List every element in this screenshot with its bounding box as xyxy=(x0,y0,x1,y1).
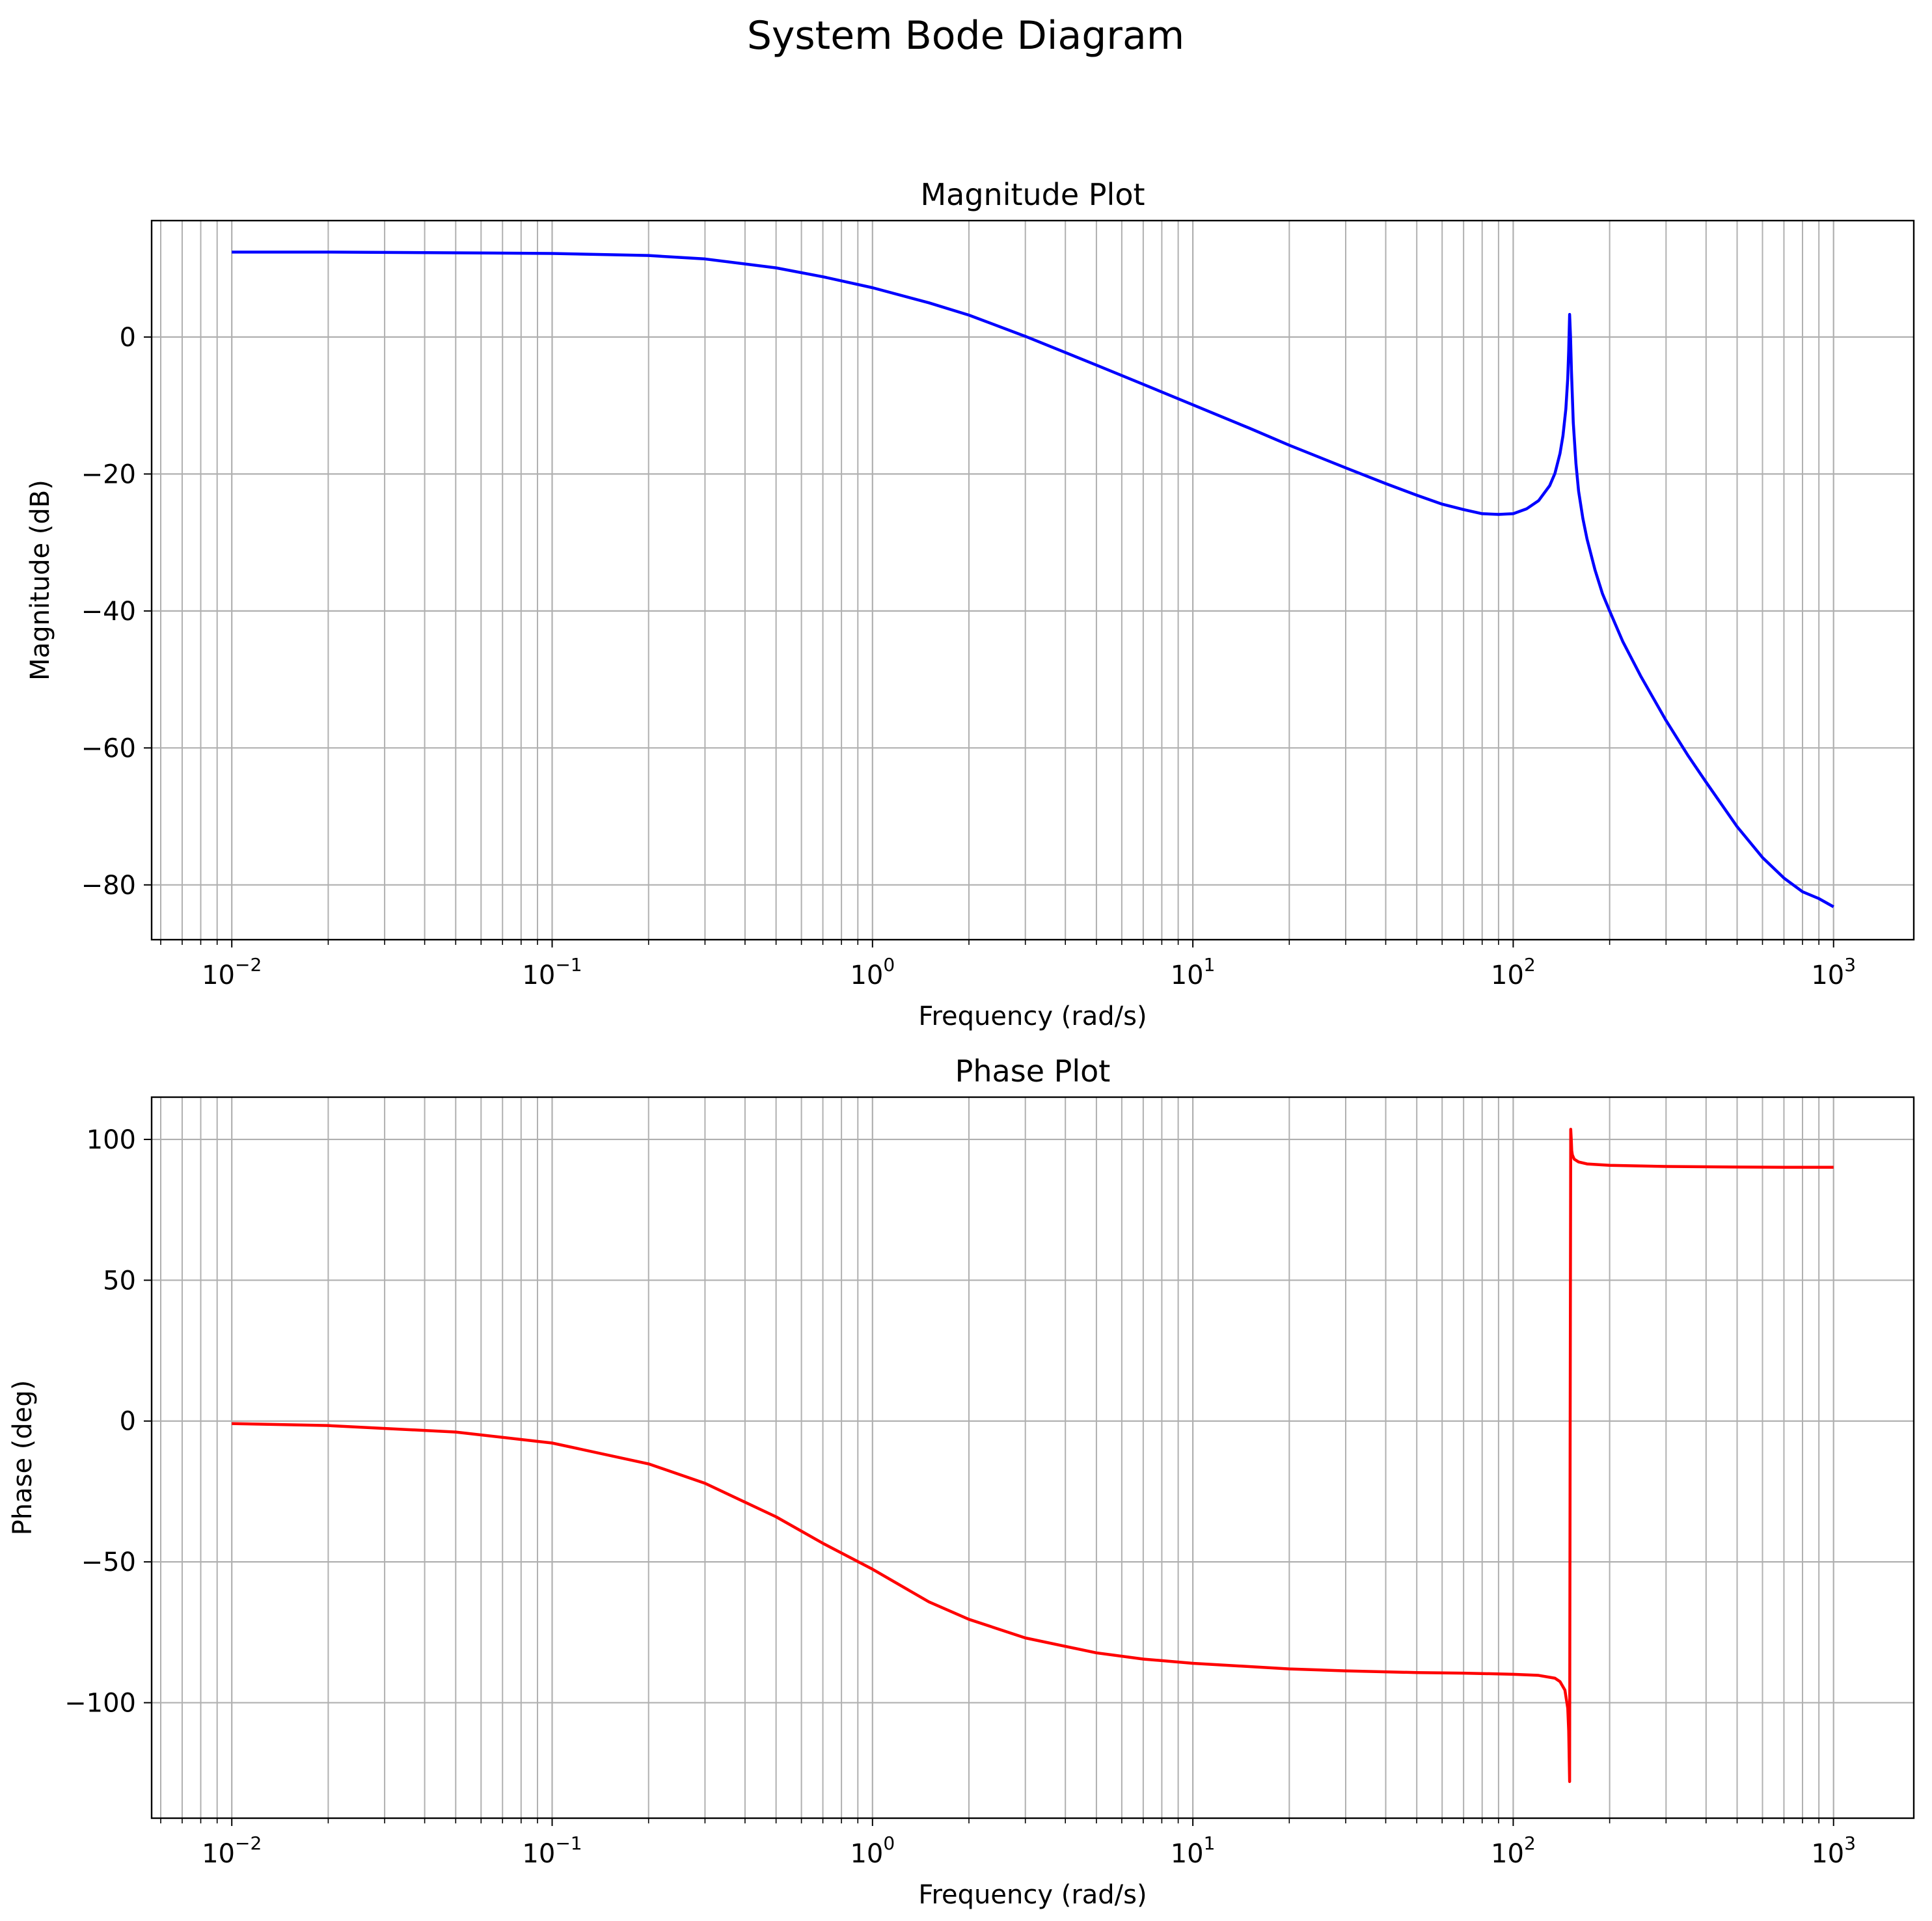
phase-series-line xyxy=(232,1128,1834,1783)
phase-plot-title: Phase Plot xyxy=(955,1054,1111,1089)
magnitude-x-axis-label: Frequency (rad/s) xyxy=(918,1001,1147,1031)
magnitude-plot-panel: 0 −20 −40 −60 −80 10−2 10−1 100 101 102 103 Magnitu… xyxy=(25,177,1915,1031)
y-tick-label: 100 xyxy=(87,1125,136,1155)
phase-axes-frame xyxy=(150,1096,1915,1819)
x-tick-label: 100 xyxy=(850,954,895,990)
phase-y-axis-label: Phase (deg) xyxy=(8,1380,38,1536)
x-tick-label: 103 xyxy=(1811,954,1856,990)
y-tick-label: −50 xyxy=(81,1547,136,1577)
x-tick-label: 102 xyxy=(1491,1832,1536,1869)
magnitude-y-axis-label: Magnitude (dB) xyxy=(25,480,55,681)
magnitude-series-line xyxy=(232,251,1834,908)
x-tick-label: 101 xyxy=(1171,954,1216,990)
x-tick-label: 10−2 xyxy=(202,954,262,990)
y-tick-label: −40 xyxy=(81,597,136,627)
x-tick-label: 10−1 xyxy=(522,1832,582,1869)
y-tick-label: −80 xyxy=(81,871,136,901)
y-tick-label: 50 xyxy=(103,1266,136,1296)
x-tick-label: 100 xyxy=(850,1832,895,1869)
x-tick-label: 10−1 xyxy=(522,954,582,990)
x-tick-label: 101 xyxy=(1171,1832,1216,1869)
figure-title: System Bode Diagram xyxy=(747,13,1184,59)
y-tick-label: −100 xyxy=(64,1689,136,1719)
phase-plot-panel: 100 50 0 −50 −100 10−2 10−1 100 101 102 103 Phase P… xyxy=(8,1054,1915,1910)
y-tick-label: 0 xyxy=(120,1407,136,1437)
phase-x-axis-label: Frequency (rad/s) xyxy=(918,1880,1147,1910)
y-tick-label: 0 xyxy=(120,323,136,353)
magnitude-plot-title: Magnitude Plot xyxy=(920,177,1145,212)
x-tick-label: 103 xyxy=(1811,1832,1856,1869)
y-tick-label: −60 xyxy=(81,733,136,763)
magnitude-axes-frame xyxy=(150,219,1915,941)
x-tick-label: 102 xyxy=(1491,954,1536,990)
x-tick-label: 10−2 xyxy=(202,1832,262,1869)
y-tick-label: −20 xyxy=(81,459,136,489)
